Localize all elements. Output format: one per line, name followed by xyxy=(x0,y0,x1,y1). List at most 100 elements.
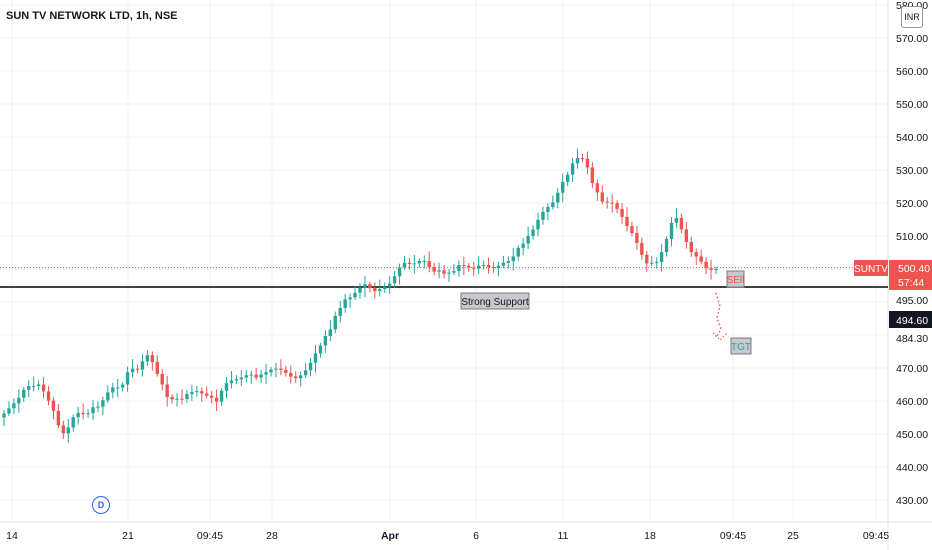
candle-body[interactable] xyxy=(22,389,26,398)
candle-body[interactable] xyxy=(7,408,11,414)
candle-body[interactable] xyxy=(645,254,649,264)
candle-body[interactable] xyxy=(412,263,417,265)
candle-body[interactable] xyxy=(704,261,708,269)
candle-body[interactable] xyxy=(313,353,318,363)
candle-body[interactable] xyxy=(145,355,150,362)
candle-body[interactable] xyxy=(462,265,466,267)
candle-body[interactable] xyxy=(694,252,698,257)
candle-body[interactable] xyxy=(195,391,199,393)
sell-label[interactable]: SEll xyxy=(726,270,745,288)
candle-body[interactable] xyxy=(610,202,614,204)
candle-body[interactable] xyxy=(155,362,159,374)
candle-body[interactable] xyxy=(76,412,80,418)
candle-body[interactable] xyxy=(669,222,674,239)
candle-body[interactable] xyxy=(120,384,125,388)
candle-body[interactable] xyxy=(51,400,56,411)
candle-body[interactable] xyxy=(284,369,288,373)
candle-body[interactable] xyxy=(66,427,70,434)
candle-body[interactable] xyxy=(308,362,313,371)
candle-body[interactable] xyxy=(249,374,253,376)
candle-body[interactable] xyxy=(526,236,530,244)
candle-body[interactable] xyxy=(353,292,357,298)
candle-body[interactable] xyxy=(511,256,515,262)
candle-body[interactable] xyxy=(615,203,619,209)
candle-body[interactable] xyxy=(674,217,679,223)
candle-body[interactable] xyxy=(541,211,545,220)
candle-body[interactable] xyxy=(303,370,308,376)
candle-body[interactable] xyxy=(551,202,555,207)
candle-body[interactable] xyxy=(684,229,689,242)
candle-body[interactable] xyxy=(481,265,486,267)
candle-body[interactable] xyxy=(620,208,624,217)
candle-body[interactable] xyxy=(373,288,377,292)
candle-body[interactable] xyxy=(714,269,718,270)
candle-body[interactable] xyxy=(486,265,491,268)
candle-body[interactable] xyxy=(61,425,66,434)
candle-body[interactable] xyxy=(600,192,604,202)
candle-body[interactable] xyxy=(180,398,184,400)
candle-body[interactable] xyxy=(101,400,105,407)
candle-body[interactable] xyxy=(81,412,85,415)
candle-body[interactable] xyxy=(417,261,422,264)
candle-body[interactable] xyxy=(190,392,194,395)
candle-body[interactable] xyxy=(36,384,41,387)
candle-body[interactable] xyxy=(427,261,431,268)
candle-body[interactable] xyxy=(170,397,174,400)
candle-body[interactable] xyxy=(679,217,684,230)
candle-body[interactable] xyxy=(239,377,244,380)
candle-body[interactable] xyxy=(269,369,273,373)
candle-body[interactable] xyxy=(86,413,90,415)
candle-body[interactable] xyxy=(452,270,456,273)
candle-body[interactable] xyxy=(491,267,496,269)
candle-body[interactable] xyxy=(31,386,36,388)
candle-body[interactable] xyxy=(387,283,392,287)
candle-body[interactable] xyxy=(224,383,229,391)
candle-body[interactable] xyxy=(214,397,219,402)
candle-body[interactable] xyxy=(506,261,511,263)
candle-body[interactable] xyxy=(422,261,426,263)
candle-body[interactable] xyxy=(135,368,140,370)
candle-body[interactable] xyxy=(575,158,580,164)
candle-body[interactable] xyxy=(635,233,639,243)
candle-body[interactable] xyxy=(2,413,6,418)
candle-body[interactable] xyxy=(363,284,367,288)
candle-body[interactable] xyxy=(383,286,387,290)
candle-body[interactable] xyxy=(630,226,634,234)
target-label[interactable]: TGT xyxy=(730,337,752,355)
candle-body[interactable] xyxy=(71,417,75,428)
candle-body[interactable] xyxy=(402,262,407,268)
candle-body[interactable] xyxy=(585,158,590,168)
candle-body[interactable] xyxy=(640,242,644,255)
candle-body[interactable] xyxy=(333,315,337,330)
candle-body[interactable] xyxy=(664,238,669,253)
candle-body[interactable] xyxy=(407,262,412,265)
candle-body[interactable] xyxy=(229,380,234,384)
currency-button[interactable]: INR xyxy=(901,6,923,28)
dividend-marker[interactable]: D xyxy=(92,496,110,514)
candle-body[interactable] xyxy=(447,272,451,274)
candle-body[interactable] xyxy=(165,384,169,398)
strong-support-label[interactable]: Strong Support xyxy=(460,292,530,310)
candle-body[interactable] xyxy=(27,386,31,390)
candle-body[interactable] xyxy=(343,299,347,308)
candle-body[interactable] xyxy=(442,270,446,274)
candle-body[interactable] xyxy=(650,262,654,264)
candle-body[interactable] xyxy=(501,262,506,266)
candle-body[interactable] xyxy=(185,394,189,400)
candle-body[interactable] xyxy=(689,241,693,253)
candle-body[interactable] xyxy=(536,219,540,230)
candle-body[interactable] xyxy=(160,373,164,385)
candle-body[interactable] xyxy=(561,181,565,193)
candle-body[interactable] xyxy=(472,267,476,269)
candle-body[interactable] xyxy=(392,276,397,284)
candle-body[interactable] xyxy=(595,183,600,193)
candle-body[interactable] xyxy=(432,267,436,272)
candle-body[interactable] xyxy=(328,329,333,336)
candle-body[interactable] xyxy=(91,407,95,414)
candle-body[interactable] xyxy=(205,393,209,396)
candle-body[interactable] xyxy=(116,387,120,389)
candle-body[interactable] xyxy=(219,390,224,402)
candle-body[interactable] xyxy=(234,379,239,381)
candle-body[interactable] xyxy=(546,206,550,212)
candle-body[interactable] xyxy=(12,403,16,409)
